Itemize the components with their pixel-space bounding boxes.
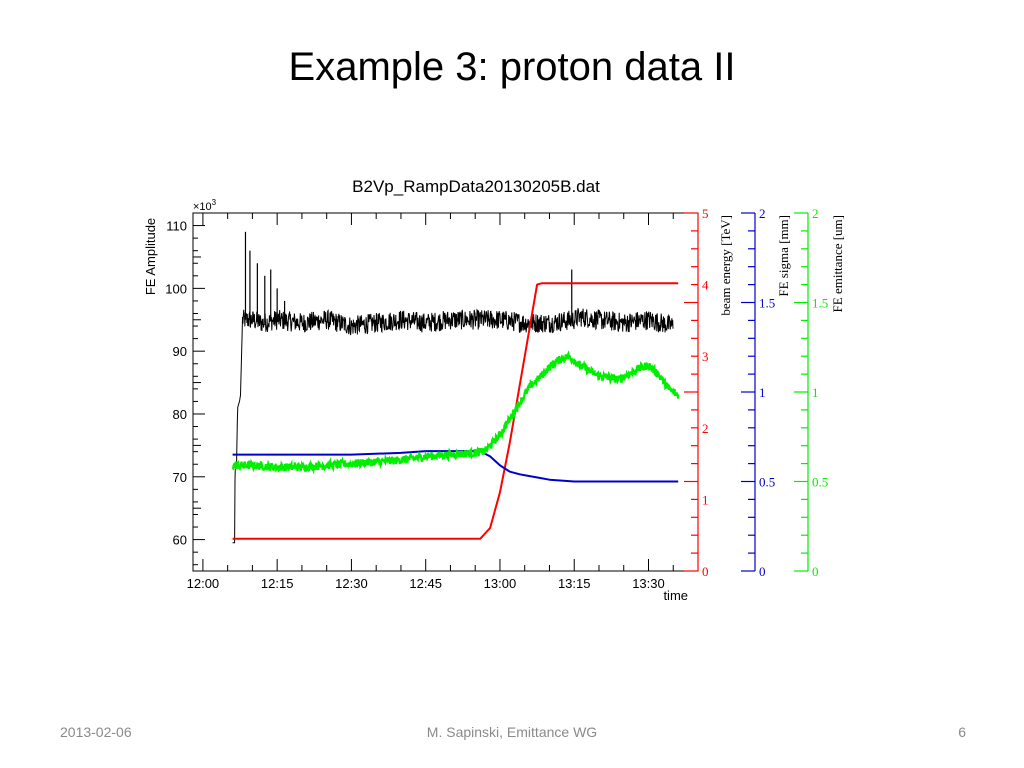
amplitude-axis-label: FE Amplitude (143, 218, 158, 295)
emittance-series-line (231, 350, 680, 475)
plot-area-frame (192, 212, 699, 572)
emittance-tick-label: 2 (812, 206, 819, 221)
energy-axis-label: beam energy [TeV] (718, 215, 733, 316)
axes-ticks (193, 212, 809, 572)
x-tick-label: 12:15 (261, 576, 294, 591)
sigma-tick-label: 0 (759, 564, 766, 579)
energy-tick-label: 1 (702, 492, 709, 507)
plot-frame (192, 212, 699, 572)
slide-title: Example 3: proton data II (288, 45, 736, 89)
x-axis-label: time (663, 588, 688, 603)
sigma-series-line (232, 450, 679, 483)
amplitude-tick-label: 70 (173, 470, 187, 485)
emittance-axis-label: FE emittance [um] (830, 215, 845, 312)
energy-tick-label: 3 (702, 349, 709, 364)
energy-tick-label: 5 (702, 206, 709, 221)
amplitude-series-line (232, 308, 674, 544)
sigma-tick-label: 1 (759, 385, 766, 400)
amplitude-tick-label: 90 (173, 344, 187, 359)
amplitude-exponent-power: 3 (212, 198, 217, 207)
x-tick-label: 13:15 (558, 576, 591, 591)
x-tick-label: 13:30 (632, 576, 665, 591)
amplitude-tick-label: 60 (173, 533, 187, 548)
energy-tick-label: 0 (702, 564, 709, 579)
footer-presenter: M. Sapinski, Emittance WG (426, 724, 598, 740)
footer-date: 2013-02-06 (60, 724, 132, 740)
emittance-tick-label: 0.5 (812, 475, 828, 490)
emittance-tick-label: 0 (812, 564, 819, 579)
amplitude-tick-label: 110 (166, 219, 187, 234)
sigma-tick-label: 0.5 (759, 475, 775, 490)
chart-title: B2Vp_RampData20130205B.dat (352, 177, 600, 196)
energy-tick-label: 4 (702, 278, 709, 293)
amplitude-tick-label: 80 (173, 407, 187, 422)
sigma-tick-label: 1.5 (759, 296, 775, 311)
amplitude-tick-label: 100 (165, 281, 187, 296)
sigma-tick-label: 2 (759, 206, 766, 221)
page-number: 6 (958, 724, 966, 740)
x-tick-label: 12:00 (187, 576, 220, 591)
emittance-tick-label: 1.5 (812, 296, 828, 311)
x-tick-label: 13:00 (484, 576, 517, 591)
amplitude-exponent: ×103 (193, 198, 217, 213)
series-lines (231, 231, 680, 544)
energy-tick-label: 2 (702, 421, 709, 436)
x-tick-label: 12:30 (335, 576, 368, 591)
sigma-axis-label: FE sigma [mm] (776, 215, 791, 297)
emittance-tick-label: 1 (812, 385, 819, 400)
x-tick-label: 12:45 (409, 576, 442, 591)
